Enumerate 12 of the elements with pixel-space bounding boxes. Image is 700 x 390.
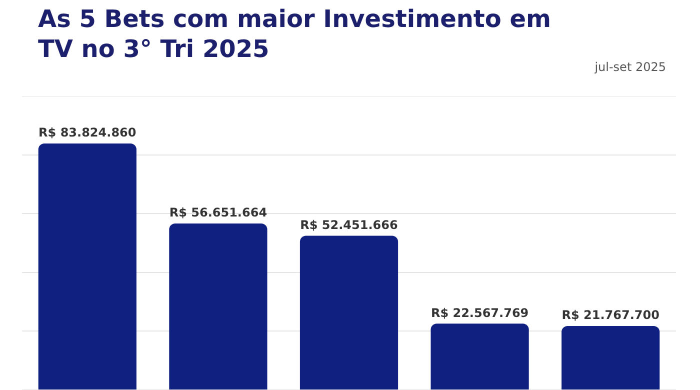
bar (562, 326, 660, 390)
data-label: R$ 52.451.666 (300, 218, 398, 232)
chart-subtitle: jul-set 2025 (594, 60, 666, 74)
bar (430, 324, 529, 390)
bar (38, 144, 136, 390)
bar (169, 223, 268, 390)
data-label: R$ 83.824.860 (38, 126, 136, 140)
data-label: R$ 21.767.700 (562, 308, 660, 322)
bar (300, 236, 398, 390)
chart-title: As 5 Bets com maior Investimento em TV no 3° Tri 2025 (38, 4, 552, 64)
data-label: R$ 22.567.769 (430, 306, 529, 320)
data-label: R$ 56.651.664 (169, 206, 268, 220)
